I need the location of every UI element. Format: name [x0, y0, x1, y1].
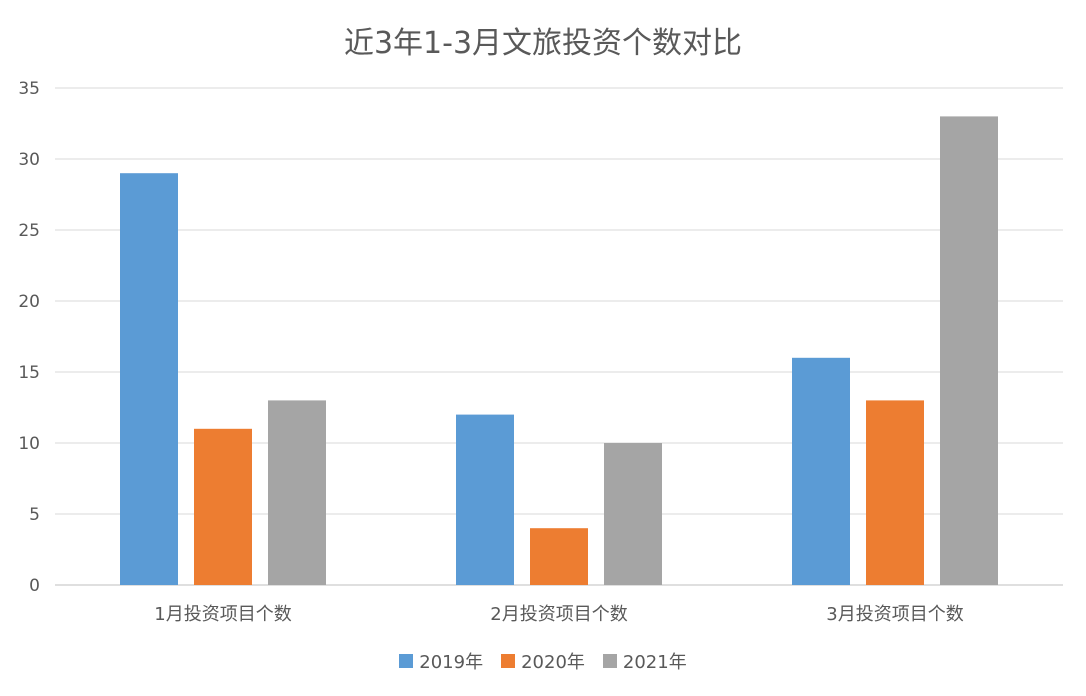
bar-2021年-3 — [940, 116, 998, 586]
bar-2021年-1 — [268, 400, 326, 585]
y-tick-label: 0 — [29, 576, 40, 596]
x-category-label: 1月投资项目个数 — [154, 604, 291, 625]
bar-2019年-1 — [120, 173, 178, 585]
legend-label: 2021年 — [622, 652, 687, 673]
y-tick-label: 35 — [18, 79, 40, 99]
bar-2020年-2 — [530, 528, 588, 585]
legend-label: 2019年 — [419, 652, 484, 673]
legend-item: 2020年 — [501, 648, 585, 674]
chart-title: 近3年1-3月文旅投资个数对比 — [343, 26, 743, 61]
y-tick-label: 5 — [29, 505, 40, 525]
chart-legend: 2019年 2020年 2021年 — [0, 648, 1086, 674]
y-tick-label: 20 — [18, 292, 40, 312]
bar-2020年-3 — [866, 400, 924, 585]
legend-swatch — [501, 654, 516, 668]
legend-label: 2020年 — [521, 652, 585, 673]
legend-swatch — [602, 654, 617, 668]
bar-2019年-2 — [456, 414, 514, 585]
bar-2020年-1 — [194, 428, 252, 585]
legend-item: 2021年 — [602, 648, 687, 674]
legend-item: 2019年 — [399, 648, 483, 674]
y-tick-label: 10 — [18, 434, 40, 454]
bar-2021年-2 — [604, 443, 662, 585]
y-tick-label: 30 — [18, 150, 40, 170]
bar-chart-plot: 0 5 10 15 20 25 30 35 1月投资项目个数 2月投资项目个数 3月投资项目个数 — [18, 79, 1063, 625]
y-tick-label: 25 — [18, 221, 40, 241]
y-tick-label: 15 — [18, 363, 40, 383]
x-category-label: 2月投资项目个数 — [490, 604, 627, 625]
bar-2019年-3 — [792, 357, 850, 585]
legend-swatch — [399, 654, 414, 668]
x-category-label: 3月投资项目个数 — [826, 604, 963, 625]
